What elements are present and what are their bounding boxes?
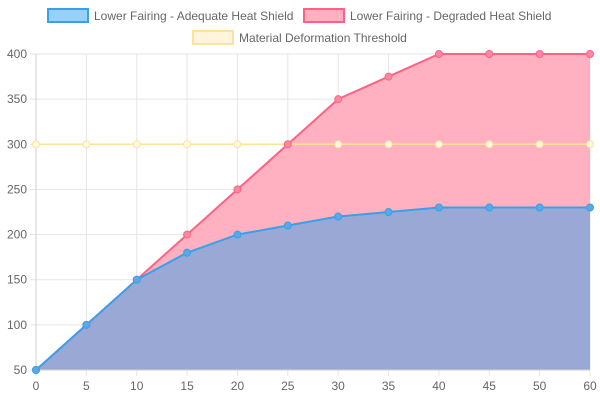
legend[interactable]: Lower Fairing - Adequate Heat Shield Lowe… [47,8,551,45]
x-tick-label: 0 [33,379,40,393]
point-degraded-heat-shield[interactable] [233,185,242,194]
y-tick-label: 100 [7,318,27,332]
legend-label-adequate-heat-shield: Lower Fairing - Adequate Heat Shield [94,9,293,23]
point-material-deformation-threshold[interactable] [132,140,141,149]
point-adequate-heat-shield[interactable] [183,248,192,257]
series-areas [36,54,590,370]
x-tick-label: 5 [83,379,90,393]
x-tick-label: 20 [231,379,245,393]
y-tick-label: 400 [7,47,27,61]
point-material-deformation-threshold[interactable] [183,140,192,149]
y-tick-label: 150 [7,273,27,287]
point-adequate-heat-shield[interactable] [32,366,40,374]
x-tick-label: 35 [382,379,396,393]
area-adequate-heat-shield [36,207,590,370]
point-material-deformation-threshold[interactable] [434,140,443,149]
point-adequate-heat-shield[interactable] [384,208,393,216]
point-material-deformation-threshold[interactable] [535,140,544,149]
x-tick-label: 10 [130,379,144,393]
legend-item-degraded-heat-shield[interactable]: Lower Fairing - Degraded Heat Shield [303,8,551,23]
point-degraded-heat-shield[interactable] [384,72,393,81]
point-degraded-heat-shield[interactable] [586,50,594,58]
point-material-deformation-threshold[interactable] [82,140,91,149]
point-material-deformation-threshold[interactable] [586,140,594,149]
x-tick-label: 40 [432,379,446,393]
x-tick-label: 60 [583,379,597,393]
point-adequate-heat-shield[interactable] [586,203,594,212]
axes: 50 100 150 200 250 300 350 400 0 5 10 15 20 25 30 35 40 4… [7,47,597,393]
x-tick-label: 15 [180,379,194,393]
point-material-deformation-threshold[interactable] [485,140,494,149]
legend-item-material-deformation-threshold[interactable]: Material Deformation Threshold [192,30,407,45]
legend-swatch-adequate-heat-shield [47,8,89,23]
x-tick-label: 30 [332,379,346,393]
point-adequate-heat-shield[interactable] [233,230,242,239]
data-points [32,50,594,374]
point-adequate-heat-shield[interactable] [132,275,141,284]
point-material-deformation-threshold[interactable] [233,140,242,149]
point-material-deformation-threshold[interactable] [384,140,393,149]
point-adequate-heat-shield[interactable] [283,221,292,230]
point-adequate-heat-shield[interactable] [434,203,443,212]
point-adequate-heat-shield[interactable] [334,212,343,221]
y-tick-label: 200 [7,228,27,242]
y-tick-label: 50 [14,363,28,377]
y-tick-label: 300 [7,137,27,151]
point-degraded-heat-shield[interactable] [535,50,544,58]
series-lines [35,53,590,371]
y-tick-label: 350 [7,92,27,106]
legend-swatch-degraded-heat-shield [303,8,345,23]
point-degraded-heat-shield[interactable] [183,230,192,239]
legend-label-material-deformation-threshold: Material Deformation Threshold [239,31,407,45]
point-degraded-heat-shield[interactable] [283,140,292,149]
point-adequate-heat-shield[interactable] [535,203,544,212]
point-adequate-heat-shield[interactable] [485,203,494,212]
point-material-deformation-threshold[interactable] [334,140,343,149]
point-material-deformation-threshold[interactable] [32,140,40,149]
point-degraded-heat-shield[interactable] [485,50,494,58]
legend-item-adequate-heat-shield[interactable]: Lower Fairing - Adequate Heat Shield [47,8,293,23]
line-adequate-heat-shield [35,206,590,371]
point-degraded-heat-shield[interactable] [434,50,443,58]
x-tick-label: 50 [533,379,547,393]
point-degraded-heat-shield[interactable] [334,95,343,104]
point-adequate-heat-shield[interactable] [82,320,91,329]
legend-label-degraded-heat-shield: Lower Fairing - Degraded Heat Shield [350,9,551,23]
legend-swatch-material-deformation-threshold [192,30,234,45]
y-tick-label: 250 [7,182,27,196]
x-tick-label: 25 [281,379,295,393]
x-tick-label: 45 [483,379,497,393]
